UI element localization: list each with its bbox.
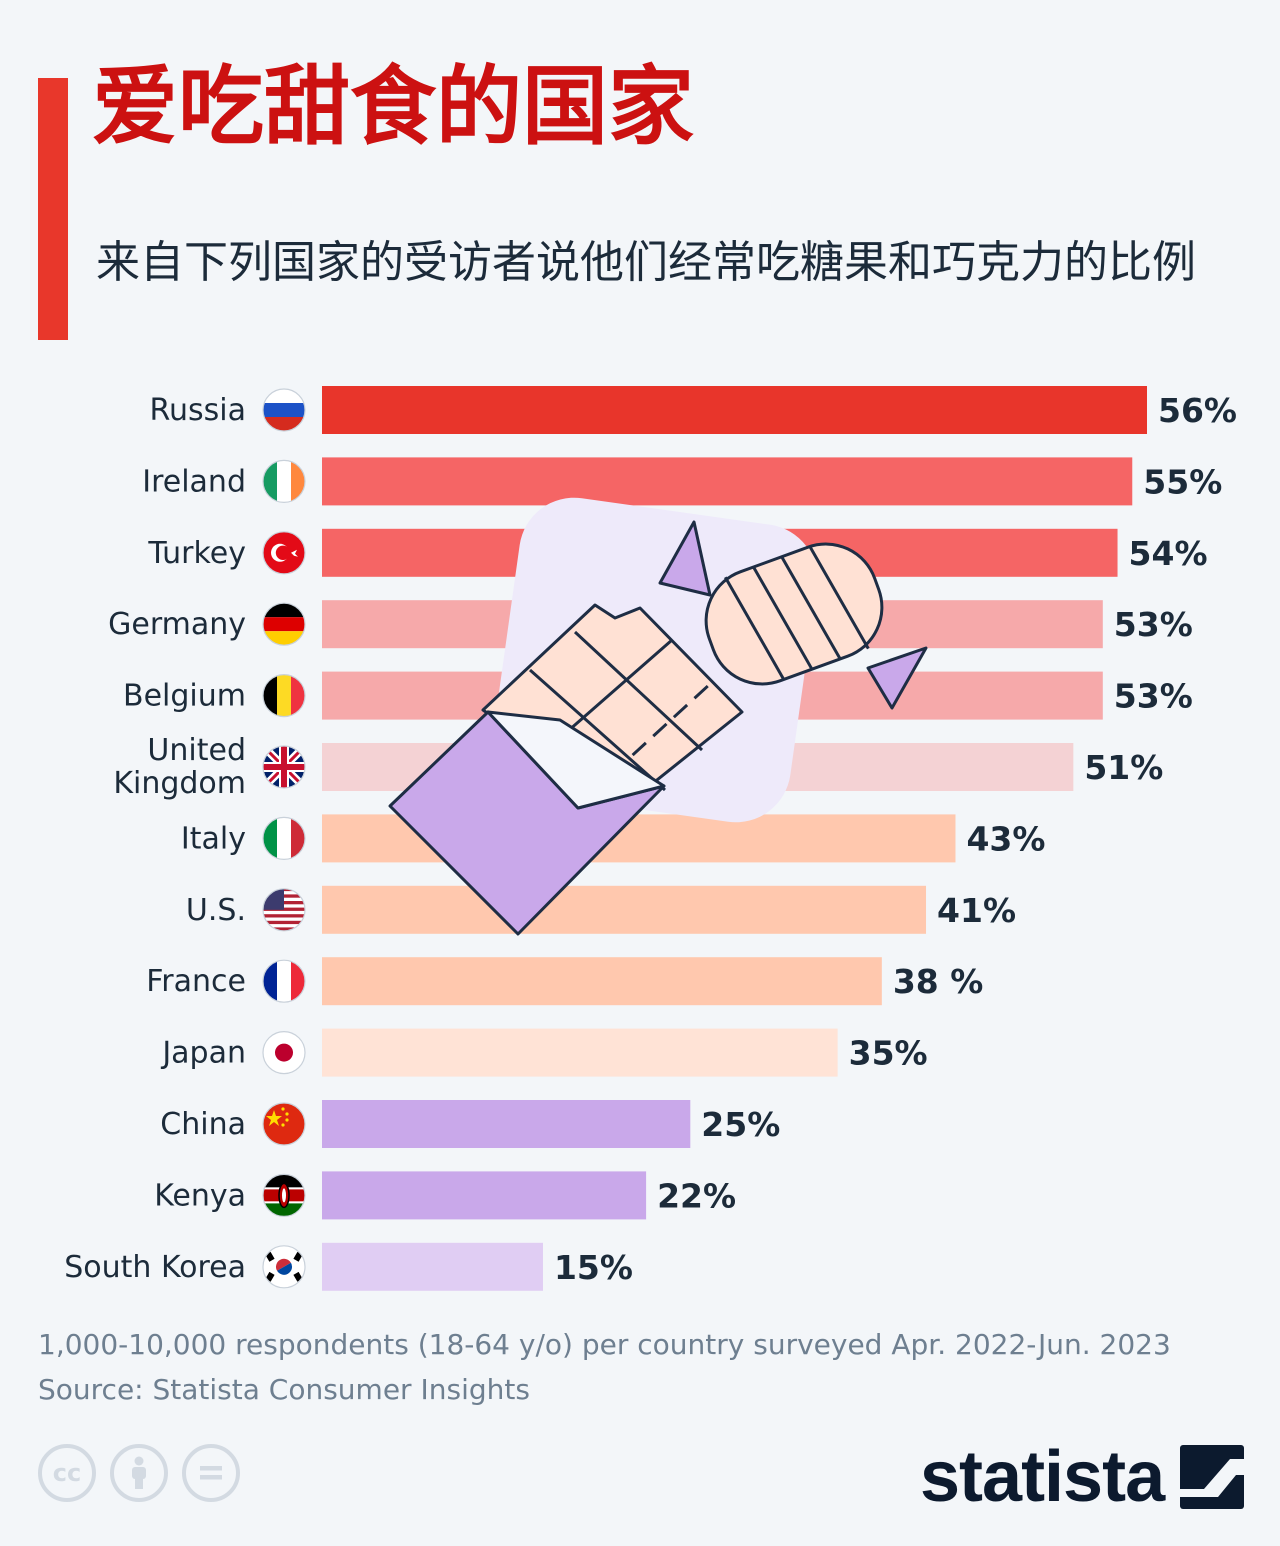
category-label: Germany	[108, 607, 246, 642]
bar	[322, 885, 927, 934]
value-label: 35%	[849, 1034, 928, 1073]
bar	[322, 1242, 543, 1291]
category-label: Belgium	[123, 679, 246, 714]
value-label: 43%	[966, 819, 1045, 858]
brand-name: statista	[920, 1437, 1165, 1517]
category-label: Japan	[160, 1036, 246, 1071]
page-title: 爱吃甜食的国家	[92, 57, 694, 157]
no-derivatives-icon[interactable]	[182, 1444, 240, 1502]
flag-kenya-icon	[262, 1173, 306, 1218]
category-label: Turkey	[147, 536, 246, 571]
value-label: 51%	[1084, 748, 1163, 787]
bar	[322, 1100, 691, 1148]
value-label: 53%	[1114, 677, 1193, 716]
value-label: 55%	[1143, 462, 1222, 501]
cc-icon[interactable]: cc	[38, 1444, 96, 1502]
license-icons: cc	[38, 1444, 240, 1502]
flag-france-icon	[262, 959, 306, 1003]
flag-italy-icon	[262, 816, 306, 861]
flag-uk-icon	[262, 745, 306, 789]
bar	[322, 1171, 647, 1220]
chocolate-bar-icon	[388, 603, 744, 936]
category-label: Kenya	[154, 1178, 246, 1213]
category-label: China	[160, 1107, 246, 1142]
category-label: France	[146, 964, 246, 999]
category-label: United Kingdom	[113, 733, 246, 801]
attribution-icon[interactable]	[110, 1444, 168, 1502]
flag-germany-icon	[262, 602, 306, 646]
bar-row: Russia 56%	[150, 386, 1237, 434]
value-label: 22%	[657, 1176, 736, 1215]
bar	[322, 457, 1133, 506]
footnote: 1,000-10,000 respondents (18-64 y/o) per…	[38, 1322, 1171, 1412]
flag-japan-icon	[262, 1030, 306, 1075]
flag-us-icon	[262, 888, 306, 932]
category-label: South Korea	[64, 1250, 246, 1285]
flag-russia-icon	[262, 388, 306, 432]
value-label: 56%	[1158, 391, 1237, 430]
bar-row: Japan 35%	[160, 1028, 928, 1077]
flag-belgium-icon	[262, 673, 306, 718]
value-label: 53%	[1114, 605, 1193, 644]
bar	[322, 1028, 838, 1077]
value-label: 15%	[554, 1248, 633, 1287]
category-label: Italy	[181, 821, 246, 856]
value-label: 38 %	[893, 962, 983, 1001]
statista-logo[interactable]: statista	[920, 1436, 1245, 1518]
candy-icon	[658, 520, 928, 710]
value-label: 54%	[1129, 534, 1208, 573]
bar-row: Ireland 55%	[142, 457, 1222, 506]
bar	[322, 386, 1147, 434]
flag-china-icon	[262, 1102, 306, 1146]
category-label: U.S.	[186, 893, 246, 928]
flag-ireland-icon	[262, 459, 306, 503]
flag-south-korea-icon	[262, 1245, 306, 1289]
chocolate-bar-and-candy-icon	[388, 497, 928, 936]
footnote-respondents: 1,000-10,000 respondents (18-64 y/o) per…	[38, 1328, 1171, 1361]
statista-mark-icon	[1180, 1445, 1245, 1509]
category-label: Russia	[150, 393, 247, 428]
bar-row: South Korea 15%	[64, 1242, 633, 1291]
footnote-source: Source: Statista Consumer Insights	[38, 1373, 530, 1406]
value-label: 25%	[701, 1105, 780, 1144]
page-subtitle: 来自下列国家的受访者说他们经常吃糖果和巧克力的比例	[96, 237, 1196, 288]
value-label: 41%	[937, 891, 1016, 930]
bar-row: China 25%	[160, 1100, 780, 1148]
accent-bar	[38, 78, 68, 340]
bar-row: France 38 %	[146, 957, 983, 1006]
category-label: Ireland	[142, 464, 246, 499]
flag-turkey-icon	[262, 531, 306, 575]
bar	[322, 957, 882, 1006]
bar-row: U.S. 41%	[186, 885, 1016, 934]
bar-row: Kenya 22%	[154, 1171, 736, 1220]
